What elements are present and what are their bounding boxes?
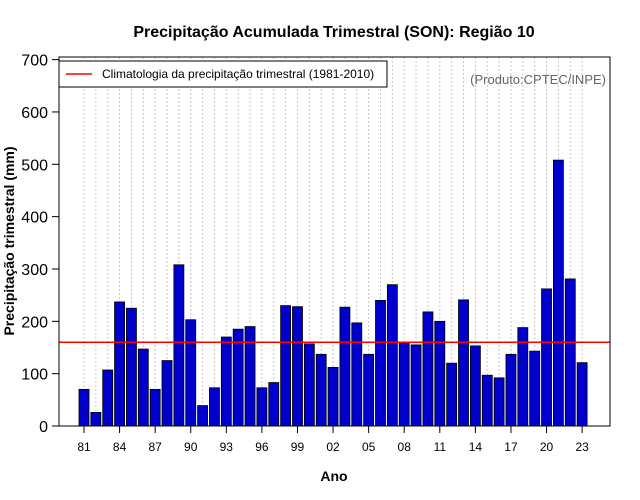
x-tick-label: 14 — [469, 440, 483, 454]
legend: Climatologia da precipitação trimestral … — [58, 60, 388, 88]
bar-2007 — [386, 284, 398, 427]
bar-1995 — [244, 326, 256, 427]
x-tick-label: 99 — [291, 440, 305, 454]
bar-1999 — [292, 306, 303, 427]
bar-2000 — [303, 343, 315, 427]
credit-text: (Produto:CPTEC/INPE) — [470, 72, 606, 87]
bar-2021 — [553, 159, 564, 427]
bar-1983 — [102, 369, 114, 427]
x-tick-label: 23 — [575, 440, 589, 454]
y-axis: 0 100 200 300 400 500 600 700 — [21, 53, 59, 436]
x-tick-label: 87 — [148, 440, 162, 454]
bar-1986 — [137, 348, 149, 427]
x-tick-label: 81 — [77, 440, 91, 454]
chart-title: Precipitação Acumulada Trimestral (SON):… — [133, 24, 534, 41]
bar-2004 — [351, 322, 363, 427]
bar-1997 — [268, 382, 280, 427]
bar-1994 — [232, 328, 244, 427]
x-tick-label: 11 — [434, 440, 447, 454]
bar-2016 — [493, 377, 505, 427]
bar-1990 — [185, 319, 197, 427]
y-tick-label: 100 — [21, 367, 48, 384]
bar-1993 — [220, 336, 232, 427]
x-tick-label: 05 — [362, 440, 376, 454]
bar-2003 — [339, 306, 351, 427]
bars — [78, 159, 588, 427]
bar-2005 — [363, 353, 375, 427]
bar-2022 — [564, 278, 576, 427]
bar-1996 — [256, 387, 268, 427]
bar-1998 — [280, 305, 292, 427]
bar-2009 — [410, 344, 422, 427]
legend-label: Climatologia da precipitação trimestral … — [102, 67, 374, 81]
y-tick-label: 400 — [21, 210, 48, 227]
plot-frame — [58, 56, 611, 427]
bar-2010 — [422, 311, 434, 427]
y-tick-label: 0 — [39, 419, 48, 436]
bar-1984 — [114, 301, 125, 427]
bar-2012 — [446, 362, 458, 427]
y-tick-label: 600 — [21, 105, 48, 122]
bar-2019 — [529, 350, 541, 427]
bar-2001 — [315, 353, 327, 427]
x-tick-label: 84 — [113, 440, 127, 454]
bar-1981 — [78, 388, 90, 427]
legend-box — [58, 60, 388, 88]
bar-1985 — [126, 307, 137, 427]
x-axis: 81 84 87 90 93 96 99 02 05 08 11 14 17 20 23 — [77, 426, 589, 454]
x-axis-label: Ano — [320, 468, 347, 484]
y-tick-label: 700 — [21, 53, 48, 70]
bar-1991 — [197, 405, 209, 427]
bar-1988 — [161, 360, 173, 427]
bar-1987 — [149, 388, 161, 427]
bar-1992 — [209, 387, 220, 427]
bar-2013 — [458, 299, 469, 427]
bar-1982 — [90, 411, 102, 427]
y-tick-label: 200 — [21, 314, 48, 331]
x-tick-label: 93 — [220, 440, 234, 454]
x-tick-label: 90 — [184, 440, 198, 454]
grid-lines — [83, 57, 583, 426]
bar-2011 — [434, 320, 446, 427]
x-tick-label: 96 — [255, 440, 269, 454]
bar-2008 — [398, 342, 410, 427]
bar-2020 — [541, 288, 552, 427]
bar-2006 — [375, 299, 386, 427]
bar-2015 — [481, 374, 493, 427]
x-tick-label: 02 — [326, 440, 340, 454]
bar-2002 — [327, 366, 339, 427]
x-tick-label: 08 — [398, 440, 412, 454]
bar-2017 — [505, 353, 517, 427]
y-axis-label: Precipitação trimestral (mm) — [1, 146, 17, 335]
y-tick-label: 500 — [21, 157, 48, 174]
x-tick-label: 17 — [504, 440, 518, 454]
y-tick-label: 300 — [21, 262, 48, 279]
bar-2014 — [469, 345, 481, 427]
bar-2023 — [576, 362, 588, 427]
bar-1989 — [173, 264, 185, 427]
x-tick-label: 20 — [540, 440, 554, 454]
